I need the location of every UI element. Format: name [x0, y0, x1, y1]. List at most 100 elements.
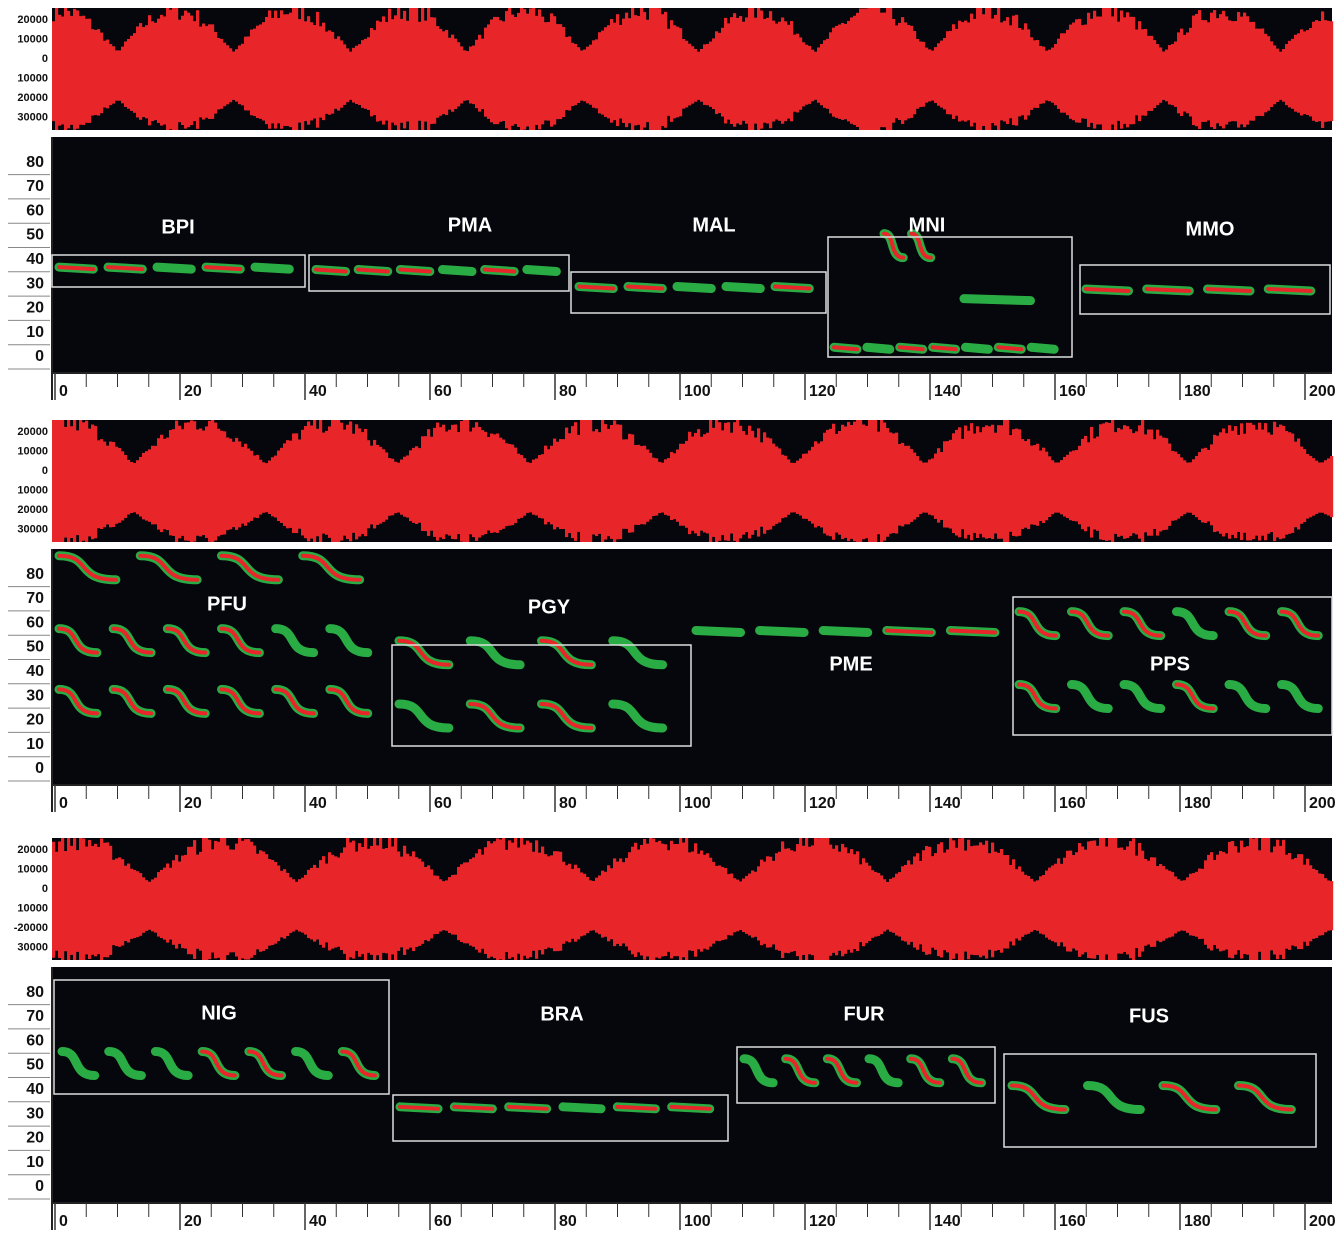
waveform	[772, 444, 775, 526]
waveform	[676, 27, 679, 118]
waveform	[1024, 441, 1027, 528]
waveform	[691, 46, 694, 103]
waveform	[580, 420, 583, 542]
waveform	[1222, 429, 1225, 537]
waveform	[634, 15, 637, 125]
waveform	[994, 15, 997, 126]
waveform	[322, 856, 325, 948]
waveform	[781, 841, 784, 958]
waveform	[1039, 46, 1042, 104]
waveform	[1051, 48, 1054, 103]
waveform	[745, 17, 748, 123]
waveform	[1225, 16, 1228, 124]
waveform	[181, 16, 184, 125]
waveform	[880, 13, 883, 127]
waveform	[187, 847, 190, 954]
waveform	[1009, 25, 1012, 118]
waveform	[55, 8, 58, 130]
waveform	[679, 838, 682, 960]
waveform	[418, 22, 421, 121]
waveform	[949, 838, 952, 960]
waveform	[1138, 21, 1141, 121]
waveform	[1138, 843, 1141, 957]
waveform	[172, 860, 175, 945]
waveform	[382, 449, 385, 522]
waveform	[433, 428, 436, 537]
waveform	[259, 24, 262, 118]
syllable-core	[358, 270, 388, 272]
waveform	[997, 853, 1000, 950]
waveform	[466, 420, 469, 542]
waveform	[232, 52, 235, 100]
time-tick-label: 160	[1059, 1213, 1086, 1230]
waveform	[769, 438, 772, 529]
waveform	[1147, 861, 1150, 945]
waveform	[853, 854, 856, 949]
waveform	[406, 854, 409, 950]
waveform	[1318, 462, 1321, 512]
waveform	[721, 867, 724, 940]
waveform	[592, 40, 595, 107]
waveform	[580, 872, 583, 936]
waveform	[304, 426, 307, 538]
waveform	[1000, 849, 1003, 953]
waveform	[1117, 22, 1120, 121]
waveform	[667, 29, 670, 116]
waveform	[397, 463, 400, 513]
waveform	[952, 24, 955, 119]
waveform	[1075, 852, 1078, 950]
waveform	[676, 844, 679, 956]
waveform	[1270, 435, 1273, 532]
waveform	[985, 841, 988, 959]
waveform	[916, 456, 919, 517]
waveform	[313, 865, 316, 942]
waveform	[1093, 438, 1096, 529]
waveform	[715, 866, 718, 941]
waveform	[715, 31, 718, 114]
waveform	[808, 46, 811, 104]
waveform	[205, 426, 208, 538]
waveform	[289, 877, 292, 933]
waveform	[1147, 36, 1150, 111]
waveform	[505, 850, 508, 952]
waveform	[511, 843, 514, 958]
frequency-tick-label: 70	[26, 590, 44, 607]
amplitude-tick-label: 10000	[17, 445, 48, 457]
time-tick-label: 200	[1309, 383, 1336, 400]
waveform	[1201, 869, 1204, 939]
waveform	[766, 856, 769, 947]
waveform	[637, 445, 640, 525]
waveform	[1255, 29, 1258, 116]
waveform	[583, 874, 586, 936]
waveform	[109, 442, 112, 528]
waveform	[361, 432, 364, 534]
waveform	[250, 451, 253, 521]
waveform	[208, 840, 211, 959]
time-tick-label: 140	[934, 383, 961, 400]
waveform	[1228, 425, 1231, 538]
waveform	[820, 838, 823, 960]
waveform	[805, 838, 808, 960]
waveform	[802, 846, 805, 955]
waveform	[1102, 838, 1105, 960]
waveform	[871, 8, 874, 130]
waveform	[718, 422, 721, 541]
waveform	[166, 864, 169, 943]
waveform	[274, 456, 277, 518]
waveform	[751, 871, 754, 938]
waveform	[1105, 846, 1108, 954]
syllable-core	[454, 1107, 492, 1109]
waveform	[1054, 463, 1057, 513]
waveform	[673, 25, 676, 118]
waveform	[1321, 874, 1324, 935]
waveform	[373, 30, 376, 115]
waveform	[199, 428, 202, 536]
waveform	[475, 853, 478, 949]
waveform	[1114, 8, 1117, 130]
waveform	[727, 874, 730, 935]
waveform	[229, 439, 232, 530]
waveform	[997, 425, 1000, 539]
amplitude-tick-label: 20000	[17, 426, 48, 438]
waveform	[796, 34, 799, 113]
waveform	[187, 422, 190, 540]
